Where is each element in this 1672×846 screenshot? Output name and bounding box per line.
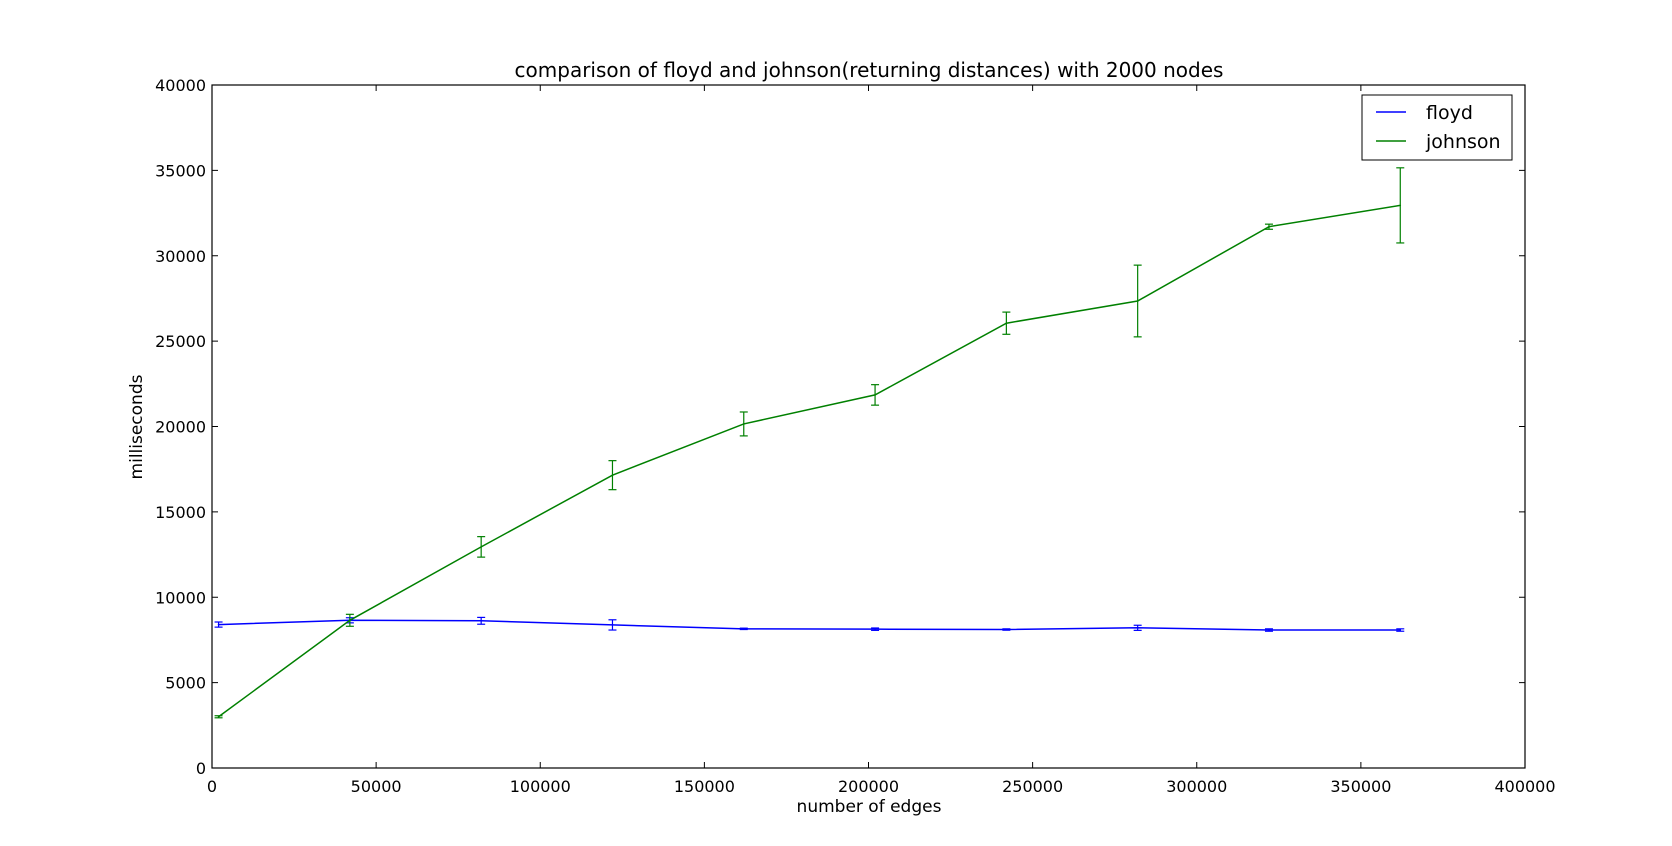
data-point-floyd <box>874 628 876 630</box>
data-point-floyd <box>1005 628 1008 631</box>
data-point-johnson <box>874 394 876 396</box>
y-tick-label: 40000 <box>155 76 206 95</box>
data-point-johnson <box>611 474 614 476</box>
data-point-johnson <box>217 715 220 718</box>
data-point-johnson <box>349 619 351 622</box>
data-point-johnson <box>1399 204 1402 207</box>
y-tick-label: 35000 <box>155 161 206 180</box>
y-axis-label: milliseconds <box>127 374 147 479</box>
series-line-floyd <box>218 619 1401 631</box>
legend-box <box>1361 94 1513 161</box>
x-tick-label: 200000 <box>838 777 899 796</box>
x-tick-label: 400000 <box>1494 777 1555 796</box>
data-point-floyd <box>611 624 614 626</box>
x-tick-label: 300000 <box>1166 777 1227 796</box>
series-johnson <box>214 167 1405 719</box>
legend-label: floyd <box>1426 102 1473 124</box>
x-axis-label: number of edges <box>797 797 942 817</box>
y-tick-label: 15000 <box>155 503 206 522</box>
y-tick-label: 30000 <box>155 247 206 266</box>
data-point-floyd <box>1268 629 1270 631</box>
data-point-johnson <box>1136 300 1139 302</box>
x-tick-label: 250000 <box>1002 777 1063 796</box>
y-tick-label: 5000 <box>165 674 206 693</box>
chart-title: comparison of floyd and johnson(returnin… <box>515 58 1224 82</box>
plot-frame <box>211 84 1526 769</box>
data-point-floyd <box>1136 627 1139 629</box>
data-point-johnson <box>1005 322 1008 324</box>
legend-label: johnson <box>1425 131 1501 153</box>
data-point-johnson <box>742 423 745 425</box>
data-point-floyd <box>1399 629 1402 631</box>
y-tick-label: 20000 <box>155 418 206 437</box>
legend: floyd johnson <box>1361 94 1513 161</box>
x-tick-label: 100000 <box>510 777 571 796</box>
axis-ticks: 0 50000 100000 150000 200000 250000 300000 3500… <box>155 76 1555 796</box>
x-tick-label: 0 <box>207 777 217 796</box>
legend-entry-johnson: johnson <box>1376 131 1501 153</box>
data-point-floyd <box>480 620 482 622</box>
y-tick-label: 25000 <box>155 332 206 351</box>
data-point-johnson <box>1268 225 1270 228</box>
data-point-floyd <box>742 628 745 630</box>
x-tick-label: 350000 <box>1330 777 1391 796</box>
data-point-floyd <box>217 623 220 626</box>
y-tick-label: 10000 <box>155 588 206 607</box>
series-line-johnson <box>218 204 1401 718</box>
legend-entry-floyd: floyd <box>1376 102 1473 124</box>
x-tick-label: 150000 <box>674 777 735 796</box>
x-tick-label: 50000 <box>351 777 402 796</box>
data-point-johnson <box>480 546 482 548</box>
y-tick-label: 0 <box>196 759 206 778</box>
data-series <box>214 167 1405 719</box>
